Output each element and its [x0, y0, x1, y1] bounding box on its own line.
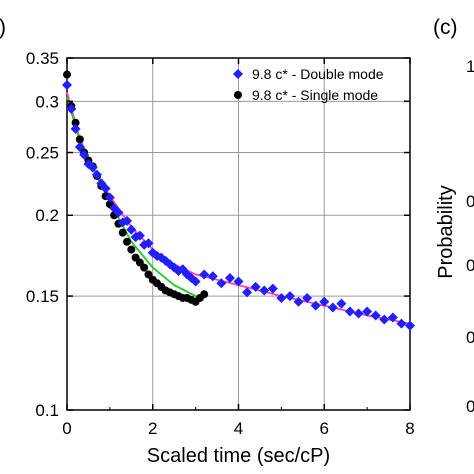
adjacent-tick-fragment: 0 [466, 328, 474, 347]
data-point-double-mode [152, 250, 163, 261]
data-point-double-mode [100, 183, 111, 194]
axis-ticks: 0 2 4 6 8 0.1 0.15 0.2 0.25 0.3 0.35 [26, 49, 415, 438]
data-point-single-mode [127, 245, 136, 254]
data-point-single-mode [200, 290, 209, 299]
data-point-double-mode [302, 292, 313, 303]
gridlines [67, 58, 410, 410]
x-axis-title: Scaled time (sec/cP) [147, 445, 330, 467]
legend-marker-single-mode [234, 91, 242, 99]
data-point-double-mode [70, 123, 81, 134]
data-point-double-mode [143, 238, 154, 249]
x-tick-label: 6 [320, 419, 329, 438]
data-point-double-mode [87, 162, 98, 173]
adjacent-tick-fragment: 1 [466, 57, 474, 76]
legend-label-single-mode: 9.8 c* - Single mode [252, 87, 378, 103]
adjacent-tick-fragment: 0 [466, 256, 474, 275]
y-tick-label: 0.15 [26, 287, 59, 306]
data-point-double-mode [387, 312, 398, 323]
data-point-double-mode [74, 141, 85, 152]
data-point-double-mode [113, 207, 124, 218]
y-tick-label: 0.2 [35, 206, 59, 225]
data-point-single-mode [75, 135, 84, 144]
adjacent-panel-tick-fragments: 1 0 0 0 0 [466, 57, 474, 416]
y-tick-label: 0.25 [26, 144, 59, 163]
data-point-double-mode [267, 283, 278, 294]
data-point-double-mode [362, 306, 373, 317]
y-tick-label: 0.3 [35, 92, 59, 111]
adjacent-panel-ylabel: Probability [435, 185, 457, 278]
data-point-double-mode [327, 302, 338, 313]
data-point-single-mode [140, 263, 149, 272]
plot-area: 0 2 4 6 8 0.1 0.15 0.2 0.25 0.3 0.35 9.8 c* - Doub… [26, 49, 415, 438]
y-tick-label: 0.35 [26, 49, 59, 68]
data-point-double-mode [62, 79, 72, 90]
panel-label-c: (c) [433, 16, 458, 39]
data-point-double-mode [396, 318, 407, 329]
legend-label-double-mode: 9.8 c* - Double mode [252, 66, 384, 82]
data-point-single-mode [118, 228, 127, 237]
legend: 9.8 c* - Double mode 9.8 c* - Single mode [233, 66, 384, 103]
x-tick-label: 0 [62, 419, 71, 438]
data-point-double-mode [199, 269, 210, 280]
data-point-double-mode [147, 247, 158, 258]
data-point-double-mode [336, 298, 347, 309]
data-point-double-mode [319, 296, 330, 307]
data-point-double-mode [216, 278, 227, 289]
data-point-single-mode [63, 70, 71, 79]
data-point-double-mode [207, 271, 218, 282]
x-tick-label: 2 [148, 419, 157, 438]
data-point-double-mode [259, 285, 270, 296]
y-tick-label: 0.1 [35, 401, 59, 420]
data-point-double-mode [276, 292, 287, 303]
data-point-double-mode [250, 281, 261, 292]
data-point-single-mode [123, 237, 132, 246]
data-point-double-mode [233, 276, 244, 287]
data-point-double-mode [353, 308, 364, 319]
series-double-mode [62, 79, 415, 331]
data-point-double-mode [293, 296, 304, 307]
data-point-double-mode [126, 224, 137, 235]
data-point-double-mode [66, 103, 77, 114]
panel-label-fragment: ) [0, 16, 6, 39]
data-point-double-mode [122, 215, 133, 226]
data-point-double-mode [79, 149, 90, 160]
data-point-double-mode [104, 192, 115, 203]
data-point-double-mode [92, 169, 103, 180]
legend-marker-double-mode [233, 69, 243, 79]
x-tick-label: 4 [234, 419, 243, 438]
data-point-double-mode [405, 320, 415, 331]
x-tick-label: 8 [405, 419, 414, 438]
data-point-double-mode [134, 230, 145, 241]
data-point-double-mode [370, 310, 381, 321]
data-point-double-mode [284, 291, 295, 302]
data-point-double-mode [310, 300, 321, 311]
data-point-single-mode [71, 118, 80, 127]
data-point-double-mode [344, 306, 355, 317]
adjacent-tick-fragment: 0 [466, 192, 474, 211]
adjacent-tick-fragment: 0 [466, 397, 474, 416]
data-point-double-mode [379, 314, 390, 325]
data-point-double-mode [190, 276, 201, 287]
data-point-double-mode [242, 287, 253, 298]
data-point-double-mode [224, 272, 235, 283]
